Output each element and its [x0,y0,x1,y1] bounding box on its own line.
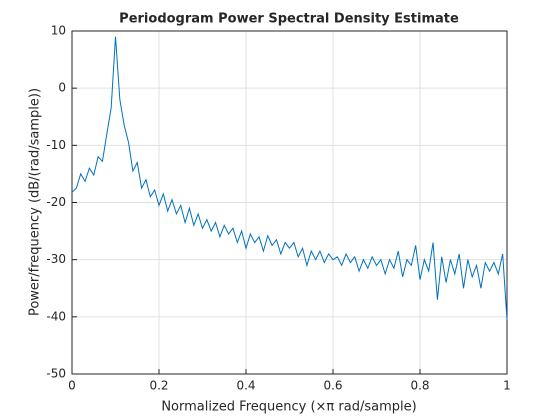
y-tick-label: -30 [46,252,66,266]
x-tick-label: 0.2 [149,379,168,393]
series-line [71,36,508,320]
plot-frame [71,30,508,375]
x-tick-label: 0.4 [236,379,255,393]
y-axis-label: Power/frequency (dB/(rad/sample)) [28,88,43,316]
y-tick-label: 0 [58,81,66,95]
x-tick-label: 0 [68,379,76,393]
y-tick-label: 10 [51,24,66,38]
x-tick-label: 1 [503,379,511,393]
y-tick-label: -40 [46,309,66,323]
y-tick-label: -50 [46,367,66,381]
y-tick-label: -20 [46,195,66,209]
x-tick-label: 0.6 [323,379,342,393]
y-tick-label: -10 [46,138,66,152]
x-axis-label: Normalized Frequency (×π rad/sample) [161,400,416,415]
chart-title: Periodogram Power Spectral Density Estim… [119,12,459,27]
x-tick-label: 0.8 [410,379,429,393]
